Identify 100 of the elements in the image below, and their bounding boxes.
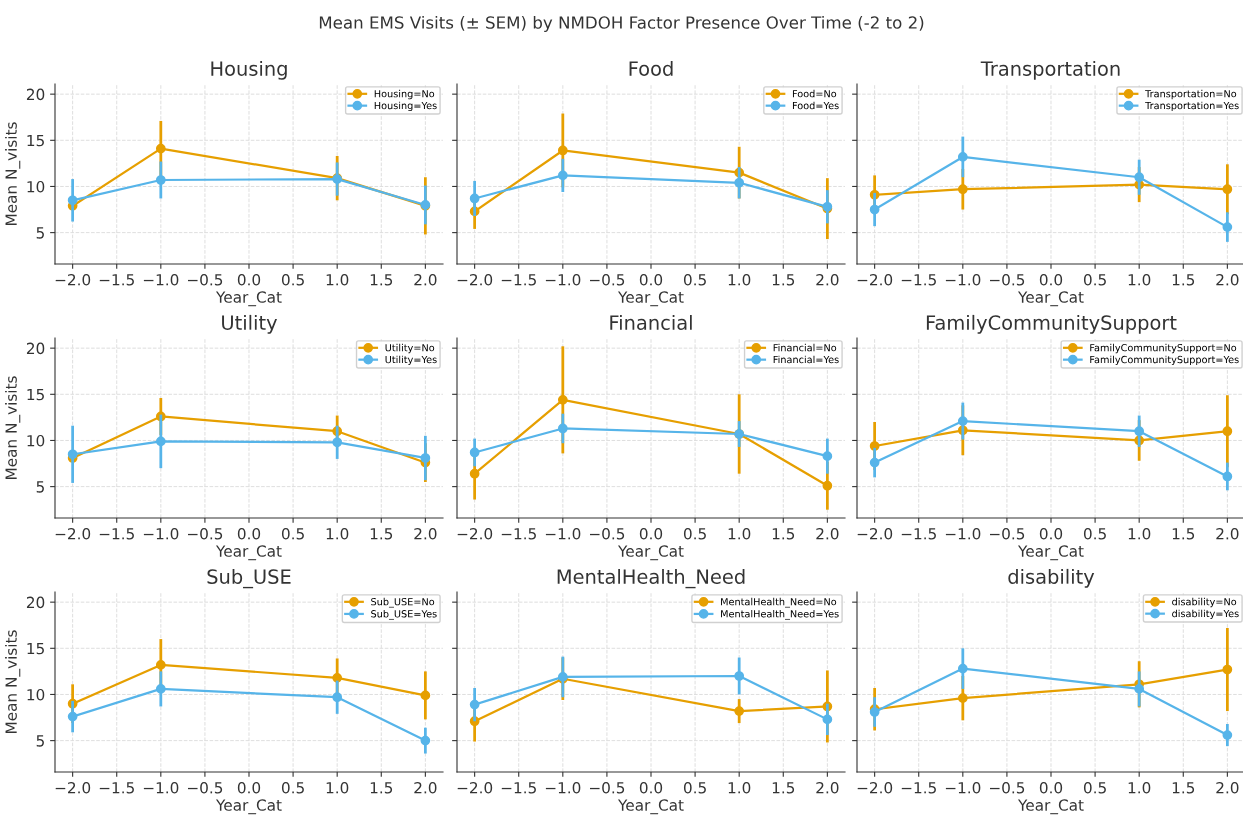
legend-label: Financial=Yes [773,355,839,364]
y-tick-label: 10 [27,688,45,701]
x-tick-label: 0.0 [1039,273,1063,286]
x-tick-label: −2.0 [55,273,91,286]
legend-label: Transportation=No [1145,89,1237,100]
x-tick-label: −0.5 [989,527,1025,540]
x-tick-label: −1.5 [501,274,536,286]
x-axis-title: Year_Cat [1017,799,1084,815]
x-tick-label: 2.0 [414,781,437,794]
y-tick-label: 15 [27,388,44,401]
x-tick-label: 2.0 [1216,527,1239,540]
chart-title: Transportation [980,60,1120,80]
x-tick-label: 1.5 [1172,274,1195,286]
x-tick-label: 1.5 [772,782,795,794]
y-tick-label: 20 [26,342,45,355]
legend-label: Sub_USE=Yes [371,609,437,620]
x-tick-label: 0.0 [639,527,663,540]
x-tick-label: −2.0 [457,273,493,286]
y-tick-label: 15 [27,642,44,655]
legend-label: Food=Yes [792,101,839,110]
x-tick-label: −0.5 [589,781,625,794]
x-tick-label: −1.5 [501,782,536,794]
x-tick-label: 0.0 [639,273,663,286]
x-tick-label: −2.0 [457,527,493,540]
x-tick-label: 0.5 [683,781,706,794]
x-tick-label: 2.0 [816,273,839,286]
legend-label: Housing=Yes [374,101,437,112]
x-tick-label: 0.5 [1083,527,1106,540]
chart-title: MentalHealth_Need [557,568,745,589]
legend-label: Sub_USE=No [371,597,435,608]
x-tick-label: −0.5 [187,273,223,286]
legend-label: Utility=No [385,343,435,354]
chart-title: disability [1008,568,1095,588]
x-tick-label: 0.0 [1039,527,1063,540]
x-tick-label: 1.0 [326,273,349,286]
legend-label: Utility=Yes [385,355,437,366]
x-axis-title: Year_Cat [1017,291,1084,307]
x-tick-label: −1.0 [143,781,179,794]
x-tick-label: −2.0 [55,527,91,540]
legend-label: FamilyCommunitySupport=Yes [1090,355,1239,366]
x-axis-title: Year_Cat [617,799,684,815]
x-tick-label: 1.0 [326,781,349,794]
y-tick-label: 15 [27,134,44,147]
x-tick-label: −1.0 [945,273,981,286]
y-tick-label: 10 [27,180,45,193]
x-tick-label: 0.5 [1083,781,1106,794]
x-tick-label: −1.0 [545,273,581,286]
x-axis-title: Year_Cat [215,799,282,815]
x-tick-label: −1.0 [945,527,981,540]
legend-label: Transportation=Yes [1145,101,1239,112]
x-tick-label: 0.0 [639,781,663,794]
x-tick-label: 1.0 [728,527,751,540]
x-tick-label: 1.0 [326,527,349,540]
legend-label: MentalHealth_Need=Yes [721,609,839,620]
x-tick-label: −0.5 [989,781,1025,794]
x-tick-label: 2.0 [414,273,437,286]
x-tick-label: 0.5 [281,273,304,286]
x-tick-label: −1.0 [143,273,179,286]
y-axis-title: Mean N_visits [5,122,21,225]
x-tick-label: −1.0 [143,527,179,540]
x-tick-label: −1.5 [99,782,134,794]
x-tick-label: 2.0 [816,781,839,794]
x-tick-label: 0.5 [683,527,706,540]
x-tick-label: 2.0 [1216,273,1239,286]
x-tick-label: 1.0 [1128,781,1151,794]
x-tick-label: −1.5 [99,528,134,540]
chart-title: Financial [610,314,692,330]
x-axis-title: Year_Cat [1017,545,1084,561]
x-tick-label: 2.0 [816,527,839,540]
x-tick-label: 0.5 [281,781,304,794]
x-tick-label: 1.0 [728,781,751,794]
x-tick-label: 1.5 [370,274,393,286]
legend-label: MentalHealth_Need=No [721,597,837,608]
y-tick-label: 5 [36,227,44,239]
x-tick-label: 1.5 [1172,782,1195,794]
legend-label: disability=No [1172,597,1237,608]
chart-title: Food [629,60,673,76]
legend-label: disability=Yes [1172,609,1239,620]
x-tick-label: 1.5 [370,782,393,794]
x-tick-label: 1.5 [370,528,393,540]
chart-title: FamilyCommunitySupport [926,314,1177,334]
x-tick-label: −2.0 [857,273,893,286]
x-tick-label: −0.5 [989,273,1025,286]
x-tick-label: 0.5 [281,527,304,540]
x-tick-label: 0.5 [1083,273,1106,286]
x-tick-label: −1.5 [901,528,936,540]
x-tick-label: 1.0 [1128,527,1151,540]
x-axis-title: Year_Cat [617,545,684,561]
y-tick-label: 5 [36,481,44,493]
x-tick-label: 0.0 [1039,781,1063,794]
x-tick-label: 1.5 [772,274,795,286]
x-tick-label: 1.0 [1128,273,1151,286]
x-tick-label: −2.0 [857,781,893,794]
x-tick-label: −1.5 [99,274,134,286]
y-axis-title: Mean N_visits [5,630,21,733]
chart-title: Sub_USE [207,568,291,589]
x-tick-label: 1.5 [1172,528,1195,540]
x-tick-label: −0.5 [187,527,223,540]
y-tick-label: 20 [26,88,45,101]
x-tick-label: −0.5 [589,527,625,540]
